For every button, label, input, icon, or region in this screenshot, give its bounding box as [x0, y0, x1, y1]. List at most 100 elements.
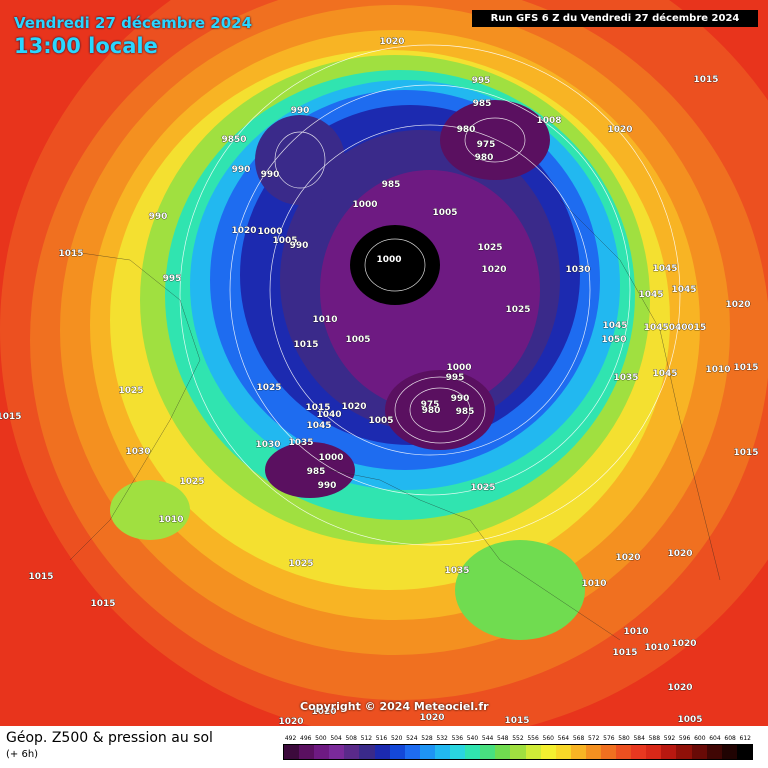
pressure-label: 1010 — [312, 315, 337, 325]
scale-label: 604 — [709, 735, 721, 742]
pressure-label: 1010 — [581, 579, 606, 589]
scale-swatch — [389, 745, 405, 759]
scale-label: 540 — [466, 735, 479, 742]
run-info-box: Run GFS 6 Z du Vendredi 27 décembre 2024 — [472, 10, 758, 27]
pressure-label: 1015 — [504, 716, 529, 726]
scale-swatch — [359, 745, 375, 759]
scale-swatch — [706, 745, 722, 759]
pressure-label: 1020 — [379, 37, 404, 47]
forecast-date: Vendredi 27 décembre 2024 — [14, 14, 253, 32]
scale-label: 492 — [284, 735, 297, 742]
pressure-label: 1020 — [481, 265, 506, 275]
pressure-label: 985 — [473, 99, 492, 109]
scale-swatch — [631, 745, 647, 759]
pressure-label: 1000 — [318, 453, 343, 463]
scale-label: 588 — [648, 735, 661, 742]
pressure-label: 1008 — [536, 116, 561, 126]
pressure-label: 1035 — [613, 373, 638, 383]
pressure-label: 1035 — [288, 438, 313, 448]
scale-swatch — [329, 745, 345, 759]
scale-swatch — [585, 745, 601, 759]
pressure-label: 975 — [477, 140, 496, 150]
pressure-label: 1015 — [28, 572, 53, 582]
forecast-time: 13:00 locale — [14, 34, 158, 58]
scale-swatch — [721, 745, 737, 759]
scale-label: 580 — [618, 735, 630, 742]
weather-map: 1020995990985980975980100810201015990985… — [0, 0, 768, 726]
pressure-label: 980 — [475, 153, 494, 163]
pressure-label: 1045 — [602, 321, 627, 331]
pressure-label: 995 — [472, 76, 491, 86]
pressure-label: 985 — [456, 407, 475, 417]
pressure-label: 1020 — [725, 300, 750, 310]
pressure-label: 1015 — [293, 340, 318, 350]
scale-swatch — [510, 745, 526, 759]
pressure-label: 1005 — [272, 236, 297, 246]
pressure-label: 1050 — [601, 335, 626, 345]
pressure-label: 1020 — [615, 553, 640, 563]
pressure-label: 1020 — [667, 683, 692, 693]
pressure-label: 1025 — [179, 477, 204, 487]
scale-label: 532 — [436, 735, 448, 742]
pressure-label: 1025 — [505, 305, 530, 315]
scale-label: 528 — [421, 735, 433, 742]
pressure-label: 1040 — [316, 410, 341, 420]
scale-label: 572 — [587, 735, 600, 742]
pressure-label: 1045 — [671, 285, 696, 295]
pressure-label: 1025 — [118, 386, 143, 396]
scale-label: 508 — [345, 735, 357, 742]
scale-swatch — [600, 745, 617, 759]
scale-swatch — [525, 745, 541, 759]
scale-swatch — [555, 745, 571, 759]
pressure-label: 1000 — [257, 227, 282, 237]
pressure-label: 1010 — [623, 627, 648, 637]
pressure-label: 1015 — [90, 599, 115, 609]
pressure-label: 990 — [451, 394, 470, 404]
pressure-label: 1045040015 — [644, 323, 707, 333]
scale-label: 608 — [724, 735, 736, 742]
scale-swatch — [374, 745, 390, 759]
scale-label: 568 — [572, 735, 585, 742]
pressure-label: 1015 — [733, 448, 758, 458]
pressure-label: 980 — [422, 406, 441, 416]
pressure-label: 990 — [149, 212, 168, 222]
scale-label: 516 — [375, 735, 388, 742]
pressure-label: 990 — [232, 165, 251, 175]
color-scale-legend: 492 496 500 504 508 512 516 520 524 528 532 536 540 5… — [283, 735, 753, 760]
pressure-label: 1015 — [612, 648, 637, 658]
scale-label: 560 — [542, 735, 554, 742]
pressure-label: 1005 — [345, 335, 370, 345]
pressure-label: 1015 — [693, 75, 718, 85]
pressure-label: 990 — [261, 170, 280, 180]
scale-label: 496 — [300, 735, 312, 742]
scale-swatch — [434, 745, 451, 759]
pressure-label: 1025 — [288, 559, 313, 569]
pressure-label: 1000 — [376, 255, 401, 265]
pressure-label: 1045 — [652, 369, 677, 379]
pressure-label: 1045 — [652, 264, 677, 274]
pressure-label: 995 — [446, 373, 465, 383]
scale-swatch — [299, 745, 315, 759]
pressure-label: 1045 — [638, 290, 663, 300]
scale-swatch — [616, 745, 632, 759]
pressure-label: 1015 — [0, 412, 22, 422]
scale-swatch — [570, 745, 586, 759]
scale-label: 612 — [739, 735, 751, 742]
pressure-label: 1020 — [311, 707, 336, 717]
pressure-label: 1025 — [477, 243, 502, 253]
scale-label: 596 — [678, 735, 691, 742]
pressure-label: 1010 — [644, 643, 669, 653]
scale-label: 544 — [481, 735, 494, 742]
pressure-label: 1000 — [446, 363, 471, 373]
scale-swatch — [540, 745, 556, 759]
pressure-label: 1025 — [470, 483, 495, 493]
copyright-text: Copyright © 2024 Meteociel.fr — [300, 700, 489, 713]
pressure-label: 1020 — [667, 549, 692, 559]
pressure-label: 990 — [318, 481, 337, 491]
scale-swatch — [676, 745, 692, 759]
pressure-label: 1030 — [125, 447, 150, 457]
footer-bar: Géop. Z500 & pression au sol (+ 6h) 492 4… — [0, 726, 768, 768]
pressure-label: 1025 — [256, 383, 281, 393]
scale-bar — [283, 744, 753, 760]
pressure-label: 975 — [421, 400, 440, 410]
